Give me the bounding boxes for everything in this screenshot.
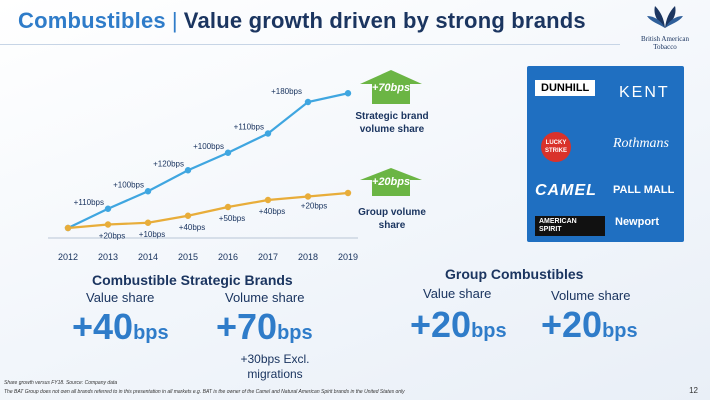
series-0-point bbox=[344, 90, 352, 97]
footnote-ownership: The BAT Group does not own all brands re… bbox=[4, 389, 405, 395]
strategic-caption-line-2: volume share bbox=[359, 124, 425, 135]
series-1-point bbox=[264, 196, 272, 204]
data-label: +10bps bbox=[139, 230, 165, 239]
x-tick-label: 2016 bbox=[218, 252, 238, 262]
data-label: +120bps bbox=[153, 159, 184, 168]
up-arrow-icon bbox=[360, 168, 422, 196]
group-arrow-caption: Group volume share bbox=[350, 206, 434, 232]
title-divider bbox=[0, 44, 620, 45]
leaf-logo-icon bbox=[647, 6, 683, 28]
group-caption-line-1: Group volume bbox=[358, 207, 426, 218]
footnote-source: Share growth versus FY18. Source: Compan… bbox=[4, 380, 118, 386]
x-tick-label: 2019 bbox=[338, 252, 358, 262]
csb-value-unit: bps bbox=[133, 322, 169, 344]
data-label: +20bps bbox=[301, 202, 327, 211]
series-0-point bbox=[184, 167, 192, 174]
series-0-point bbox=[304, 98, 312, 106]
brand-dunhill: DUNHILL bbox=[535, 80, 596, 96]
data-label: +100bps bbox=[113, 180, 144, 189]
strategic-caption-line-1: Strategic brand bbox=[355, 111, 429, 122]
gc-value-figure: +20bps bbox=[410, 304, 507, 346]
title-part-1: Combustibles bbox=[18, 8, 166, 33]
brand-logos-panel: DUNHILL KENT LUCKY STRIKE Rothmans CAMEL… bbox=[527, 66, 684, 242]
data-label: +110bps bbox=[74, 198, 104, 207]
csb-volume-unit: bps bbox=[277, 322, 313, 344]
x-tick-label: 2013 bbox=[98, 252, 118, 262]
csb-note-line-2: migrations bbox=[247, 367, 303, 381]
gc-value-number: +20 bbox=[410, 304, 472, 345]
data-label: +40bps bbox=[179, 223, 205, 232]
volume-share-line-chart: 2012 2013 2014 2015 2016 2017 2018 2019 +110bps +… bbox=[48, 87, 358, 262]
csb-volume-number: +70 bbox=[216, 306, 278, 347]
data-label: +100bps bbox=[193, 142, 224, 151]
series-1-point bbox=[304, 193, 312, 200]
brand-newport: Newport bbox=[615, 216, 659, 228]
x-tick-label: 2017 bbox=[258, 252, 278, 262]
series-line-1 bbox=[67, 191, 349, 230]
page-title: Combustibles | Value growth driven by stro… bbox=[18, 8, 586, 34]
strategic-arrow-label: +70bps bbox=[371, 82, 411, 94]
logo-line-1: British American bbox=[640, 35, 690, 43]
series-0-point bbox=[264, 130, 272, 137]
brand-lucky-strike: LUCKY STRIKE bbox=[541, 132, 571, 162]
data-label: +50bps bbox=[219, 214, 245, 223]
gc-volume-label: Volume share bbox=[551, 288, 631, 303]
csb-migrations-note: +30bps Excl. migrations bbox=[220, 352, 330, 382]
csb-title: Combustible Strategic Brands bbox=[92, 272, 293, 288]
up-arrow-icon bbox=[360, 70, 422, 104]
gc-value-unit: bps bbox=[471, 320, 507, 342]
group-arrow-label: +20bps bbox=[371, 176, 411, 188]
csb-value-number: +40 bbox=[72, 306, 134, 347]
strategic-arrow-caption: Strategic brand volume share bbox=[350, 110, 434, 136]
csb-value-label: Value share bbox=[86, 290, 155, 305]
csb-volume-label: Volume share bbox=[225, 290, 305, 305]
gc-volume-unit: bps bbox=[602, 320, 638, 342]
brand-american-spirit: AMERICAN SPIRIT bbox=[535, 216, 605, 236]
series-1-point bbox=[104, 221, 112, 228]
brand-camel: CAMEL bbox=[535, 182, 597, 199]
series-1-point bbox=[144, 219, 152, 226]
csb-value-figure: +40bps bbox=[72, 306, 169, 348]
series-1-point bbox=[224, 203, 232, 211]
gc-value-label: Value share bbox=[423, 286, 492, 301]
series-1-point bbox=[184, 212, 192, 219]
series-line-0 bbox=[67, 92, 349, 229]
x-tick-label: 2015 bbox=[178, 252, 198, 262]
series-1-point bbox=[344, 189, 352, 197]
gc-title: Group Combustibles bbox=[445, 266, 584, 282]
page-number: 12 bbox=[689, 386, 698, 395]
x-tick-label: 2012 bbox=[58, 252, 78, 262]
gc-volume-figure: +20bps bbox=[541, 304, 638, 346]
group-caption-line-2: share bbox=[378, 220, 406, 231]
brand-kent: KENT bbox=[619, 84, 670, 101]
data-label: +40bps bbox=[259, 207, 285, 216]
x-tick-label: 2018 bbox=[298, 252, 318, 262]
series-0-point bbox=[224, 149, 232, 156]
brand-pall-mall: PALL MALL bbox=[613, 184, 675, 196]
data-label: +180bps bbox=[271, 87, 302, 96]
series-1-point bbox=[64, 224, 72, 232]
x-tick-label: 2014 bbox=[138, 252, 158, 262]
csb-note-line-1: +30bps Excl. bbox=[240, 352, 310, 366]
data-label: +110bps bbox=[234, 123, 264, 132]
title-part-2: Value growth driven by strong brands bbox=[183, 8, 586, 33]
csb-volume-figure: +70bps bbox=[216, 306, 313, 348]
series-0-point bbox=[104, 205, 112, 212]
group-volume-arrow: +20bps bbox=[356, 166, 426, 198]
brand-rothmans: Rothmans bbox=[613, 136, 669, 151]
gc-volume-number: +20 bbox=[541, 304, 603, 345]
logo-line-2: Tobacco bbox=[653, 43, 677, 51]
title-separator: | bbox=[171, 8, 178, 33]
strategic-brand-arrow: +70bps bbox=[356, 68, 426, 106]
series-0-point bbox=[144, 188, 152, 195]
bat-logo: British American Tobacco bbox=[628, 4, 702, 51]
data-label: +20bps bbox=[99, 232, 125, 241]
